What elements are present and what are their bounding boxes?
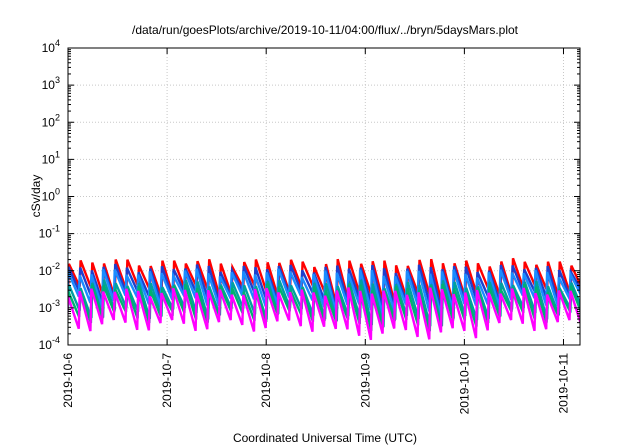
series-line <box>68 279 580 328</box>
y-tick-label: 100 <box>42 187 60 204</box>
y-tick-exponent: 1 <box>55 149 60 159</box>
y-tick-exponent: -1 <box>52 224 60 234</box>
series-line <box>68 263 580 311</box>
y-tick-exponent: -4 <box>52 335 60 345</box>
y-axis-label: cSv/day <box>29 175 43 218</box>
series-line <box>68 257 580 307</box>
y-tick-exponent: -2 <box>52 261 60 271</box>
y-tick-exponent: 4 <box>55 38 60 48</box>
series-line <box>68 283 580 332</box>
y-tick-label: 10-1 <box>39 224 60 241</box>
x-tick-label: 2019-10-6 <box>61 353 75 408</box>
x-tick-label: 2019-10-10 <box>457 353 471 415</box>
y-tick-label: 10-4 <box>39 335 60 352</box>
y-tick-label: 101 <box>42 149 60 166</box>
y-tick-exponent: 3 <box>55 75 60 85</box>
x-tick-label: 2019-10-7 <box>160 353 174 408</box>
series-layer <box>68 257 580 341</box>
x-tick-label: 2019-10-8 <box>259 353 273 408</box>
y-tick-label: 102 <box>42 112 60 129</box>
y-tick-label: 103 <box>42 75 60 92</box>
y-tick-label: 104 <box>42 38 60 55</box>
y-tick-exponent: 0 <box>55 187 60 197</box>
y-tick-label: 10-2 <box>39 261 60 278</box>
x-tick-label: 2019-10-9 <box>358 353 372 408</box>
y-tick-exponent: 2 <box>55 112 60 122</box>
x-tick-label: 2019-10-11 <box>556 353 570 414</box>
series-line <box>68 268 580 316</box>
chart-title: /data/run/goesPlots/archive/2019-10-11/0… <box>132 23 519 37</box>
x-axis-ticks: 2019-10-6 2019-10-7 2019-10-8 2019-10-9 2019… <box>61 48 570 414</box>
y-tick-exponent: -3 <box>52 298 60 308</box>
x-axis-label: Coordinated Universal Time (UTC) <box>233 431 417 445</box>
y-tick-label: 10-3 <box>39 298 60 315</box>
series-line <box>68 287 580 341</box>
